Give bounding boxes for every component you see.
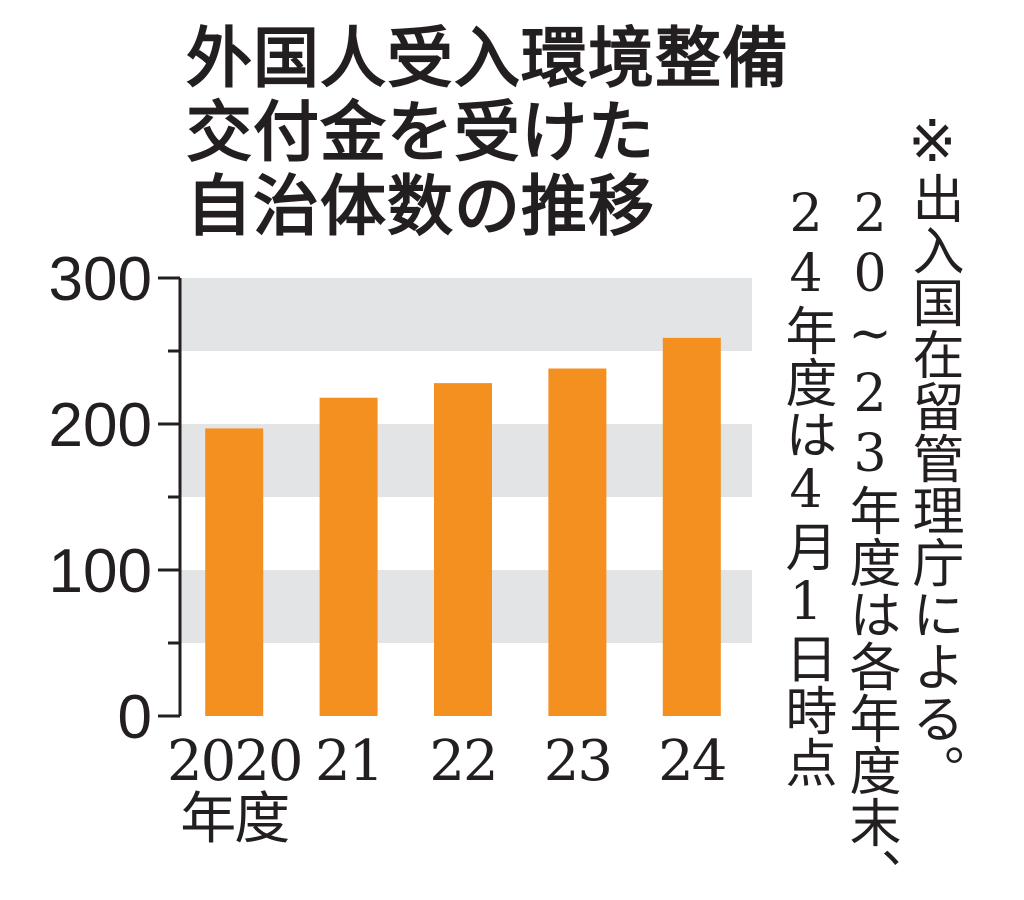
bar xyxy=(662,337,721,716)
y-tick-label: 100 xyxy=(49,537,152,606)
bar xyxy=(548,368,607,716)
grid-band xyxy=(180,278,752,351)
period-note: 20~23年度は各年度末、 xyxy=(840,184,900,900)
source-note: 出入国在留管理庁による。 xyxy=(903,172,963,796)
bar xyxy=(434,383,492,716)
bar xyxy=(205,428,264,716)
title-line-2: 交付金を受けた xyxy=(186,94,655,171)
bar xyxy=(319,397,378,716)
note-mark: ※ xyxy=(908,107,957,175)
x-tick-label: 22 xyxy=(429,729,496,794)
y-tick-label: 200 xyxy=(49,391,152,460)
x-tick-label: 24 xyxy=(658,729,725,794)
date-note: 24年度は4月1日時点 xyxy=(776,184,836,788)
x-tick-label: 年度 xyxy=(180,787,288,852)
x-tick-label: 2020 xyxy=(167,729,302,794)
title-line-1: 外国人受入環境整備 xyxy=(186,20,789,97)
y-tick-label: 0 xyxy=(118,683,152,752)
y-tick-label: 300 xyxy=(49,245,152,314)
chart-title: 外国人受入環境整備 交付金を受けた 自治体数の推移 xyxy=(186,22,886,244)
x-tick-label: 23 xyxy=(544,729,611,794)
x-tick-label: 21 xyxy=(315,729,382,794)
title-line-3: 自治体数の推移 xyxy=(186,168,655,245)
